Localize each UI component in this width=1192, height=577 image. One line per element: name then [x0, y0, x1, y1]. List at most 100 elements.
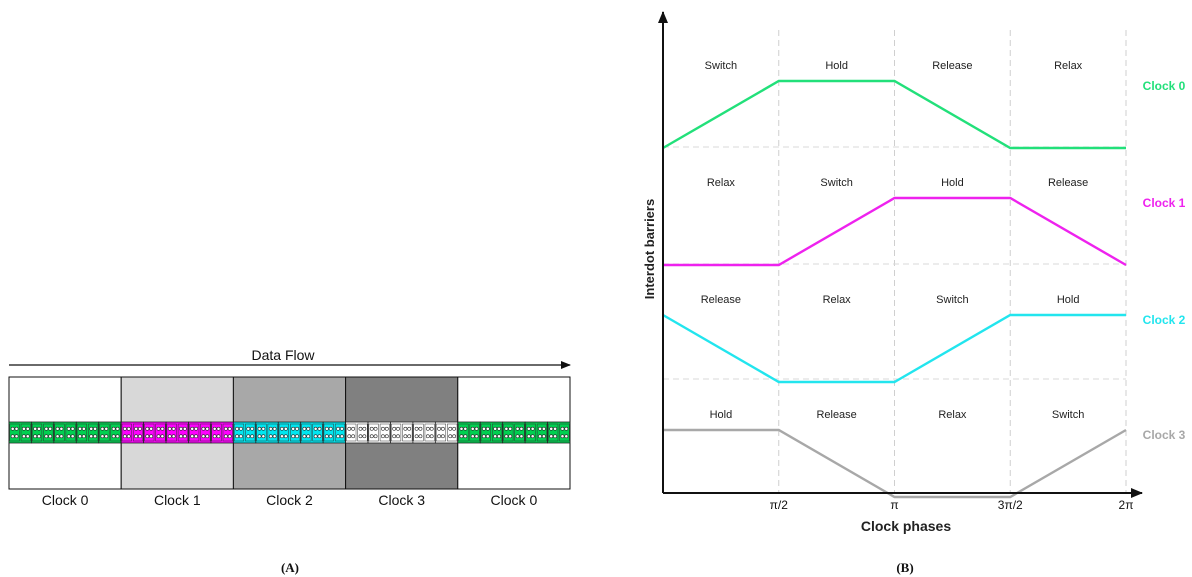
- quantum-dot: [549, 426, 554, 431]
- qca-cell: [412, 421, 436, 444]
- x-tick-label: 3π/2: [998, 498, 1023, 512]
- quantum-dot: [205, 434, 210, 439]
- quantum-dot: [396, 434, 400, 439]
- clock-zones: Clock 0 Clock 1 Clock 2 Clock 3 Clock 0: [8, 376, 571, 508]
- quantum-dot: [328, 434, 333, 439]
- qca-subcell: [88, 423, 99, 442]
- quantum-dot: [485, 426, 490, 431]
- clock-zone-label: Clock 0: [42, 492, 89, 508]
- qca-cell: [143, 421, 167, 444]
- qca-subcell: [144, 423, 155, 442]
- qca-cell: [210, 421, 234, 444]
- quantum-dot: [508, 426, 513, 431]
- qca-subcell: [267, 423, 278, 442]
- qca-subcell: [447, 423, 458, 442]
- quantum-dot: [530, 434, 535, 439]
- phase-labels: Switch Hold Release Relax Relax Switch Hold Rel…: [701, 60, 1089, 421]
- qca-cell: [390, 421, 414, 444]
- quantum-dot: [515, 426, 520, 431]
- qca-cell: [322, 421, 347, 444]
- quantum-dot: [239, 426, 243, 431]
- quantum-dot: [351, 434, 356, 439]
- quantum-dot: [564, 434, 569, 439]
- qca-subcell: [76, 423, 87, 442]
- qca-cell: [165, 421, 189, 444]
- quantum-dot: [526, 434, 531, 439]
- quantum-dot: [295, 426, 299, 431]
- quantum-dot: [70, 434, 75, 439]
- qca-subcell: [189, 423, 200, 442]
- quantum-dot: [89, 426, 94, 431]
- quantum-dot: [33, 426, 38, 431]
- quantum-dot: [37, 434, 41, 439]
- quantum-dot: [564, 426, 569, 431]
- quantum-dot: [306, 434, 311, 439]
- quantum-dot: [369, 434, 374, 439]
- phase-label: Release: [1048, 177, 1088, 189]
- quantum-dot: [508, 434, 513, 439]
- qca-subcell: [290, 423, 301, 442]
- qca-subcell: [357, 423, 368, 442]
- qca-subcell: [43, 423, 54, 442]
- quantum-dot: [59, 426, 64, 431]
- quantum-dot: [48, 426, 53, 431]
- phase-label: Hold: [941, 177, 964, 189]
- phase-label: Release: [701, 294, 741, 306]
- qca-subcell: [334, 423, 346, 442]
- quantum-dot: [283, 434, 288, 439]
- quantum-dot: [497, 426, 501, 431]
- qca-subcell: [346, 423, 357, 442]
- quantum-dot: [295, 434, 299, 439]
- quantum-dot: [239, 434, 243, 439]
- quantum-dot: [22, 426, 26, 431]
- quantum-dot: [373, 434, 378, 439]
- quantum-dot: [223, 434, 228, 439]
- phase-label: Hold: [710, 409, 733, 421]
- quantum-dot: [418, 426, 423, 431]
- quantum-dot: [541, 426, 546, 431]
- phase-label: Switch: [705, 60, 737, 72]
- qca-cell: [120, 421, 145, 444]
- quantum-dot: [235, 426, 239, 431]
- quantum-dot: [227, 434, 232, 439]
- quantum-dot: [313, 426, 318, 431]
- quantum-dot: [497, 434, 501, 439]
- quantum-dot: [470, 426, 475, 431]
- quantum-dot: [66, 426, 71, 431]
- quantum-dot: [104, 434, 109, 439]
- phase-label: Hold: [1057, 294, 1080, 306]
- quantum-dot: [560, 426, 565, 431]
- quantum-dot: [122, 426, 127, 431]
- quantum-dot: [407, 426, 412, 431]
- quantum-dot: [418, 434, 423, 439]
- quantum-dot: [283, 426, 288, 431]
- clock-0-legend-label: Clock 0: [1143, 79, 1186, 93]
- quantum-dot: [452, 426, 457, 431]
- qca-subcell: [525, 423, 536, 442]
- panel-b: Switch Hold Release Relax Relax Switch Hold Rel…: [642, 11, 1186, 575]
- qca-subcell: [233, 423, 245, 442]
- quantum-dot: [212, 434, 217, 439]
- qca-subcell: [9, 423, 20, 442]
- quantum-dot: [268, 426, 273, 431]
- qca-subcell: [99, 423, 110, 442]
- quantum-dot: [482, 434, 486, 439]
- quantum-dot: [156, 434, 161, 439]
- quantum-dot: [373, 426, 378, 431]
- qca-subcell: [301, 423, 312, 442]
- panel-a: Data Flow Clock 0 Clock 1 Clock 2 Clock 3 Cl…: [8, 347, 571, 575]
- qca-subcell: [54, 423, 65, 442]
- quantum-dot: [493, 426, 498, 431]
- quantum-dot: [167, 426, 172, 431]
- phase-label: Release: [816, 409, 856, 421]
- x-tick-label: π/2: [770, 498, 789, 512]
- quantum-dot: [25, 426, 30, 431]
- quantum-dot: [126, 434, 131, 439]
- quantum-dot: [10, 434, 15, 439]
- quantum-dot: [414, 426, 419, 431]
- phase-label: Relax: [707, 177, 736, 189]
- quantum-dot: [227, 426, 232, 431]
- clock-3-waveform: [663, 428, 1127, 499]
- quantum-dot: [519, 434, 524, 439]
- quantum-dot: [280, 426, 284, 431]
